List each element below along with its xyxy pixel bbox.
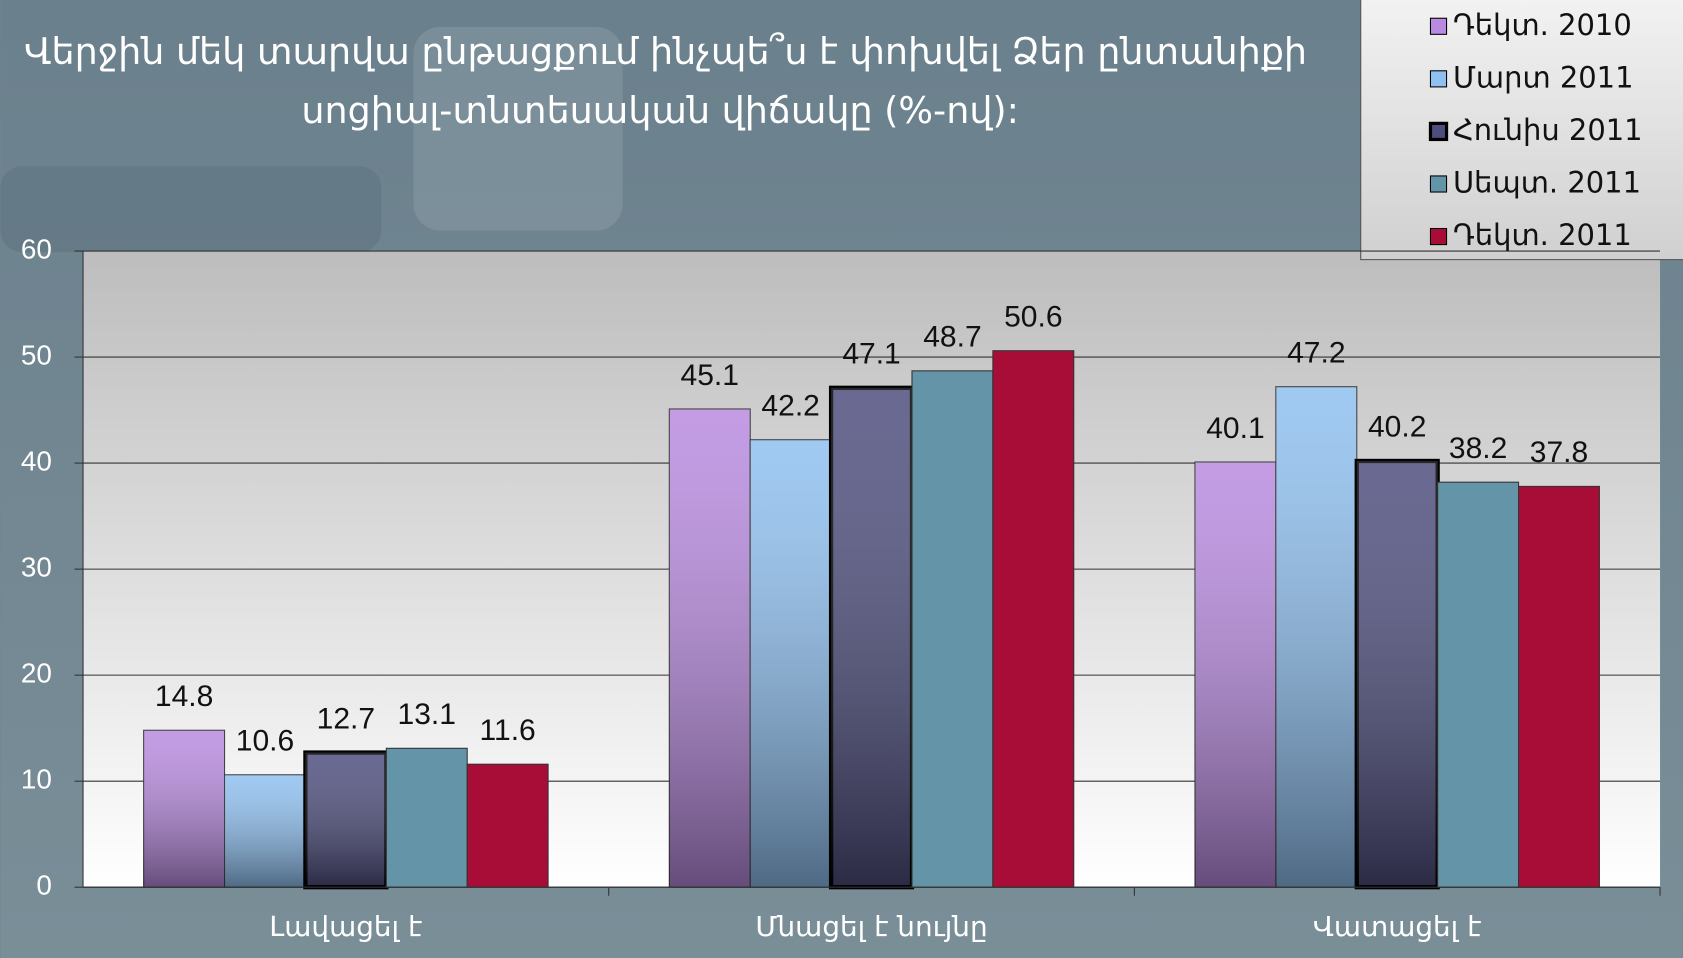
y-tick-label: 40 xyxy=(21,445,52,476)
bar xyxy=(466,763,549,888)
y-tick-label: 20 xyxy=(21,658,52,689)
legend-swatch xyxy=(1428,121,1449,142)
bar xyxy=(1354,458,1440,890)
bar xyxy=(1518,485,1600,888)
data-label: 45.1 xyxy=(681,359,739,392)
x-tick-label: Վատացել է xyxy=(1313,910,1482,943)
bar xyxy=(1437,481,1520,888)
bar xyxy=(224,774,306,888)
data-label: 37.8 xyxy=(1530,436,1588,469)
y-tick-label: 50 xyxy=(21,339,52,370)
bar xyxy=(668,408,751,888)
y-tick-label: 0 xyxy=(36,870,52,901)
legend-label: Դեկտ. 2011 xyxy=(1453,218,1632,252)
data-label: 40.1 xyxy=(1206,412,1264,445)
x-tick-label: Լավացել է xyxy=(269,910,422,943)
data-label: 50.6 xyxy=(1004,300,1062,333)
legend-label: Մարտ 2011 xyxy=(1453,60,1634,94)
bar xyxy=(749,439,832,888)
bar xyxy=(1194,461,1277,888)
data-label: 11.6 xyxy=(480,714,536,747)
bar xyxy=(303,750,389,890)
data-label: 12.7 xyxy=(317,702,375,735)
data-label: 10.6 xyxy=(236,725,294,758)
legend-swatch xyxy=(1429,227,1448,246)
decor xyxy=(413,26,623,231)
x-tick-label: Մնացել է նույնը xyxy=(755,910,987,943)
legend-label: Հունիս 2011 xyxy=(1453,113,1643,147)
bar xyxy=(911,370,994,888)
data-label: 48.7 xyxy=(923,321,981,354)
data-label: 47.1 xyxy=(842,338,900,371)
data-label: 40.2 xyxy=(1368,411,1426,444)
bar xyxy=(385,747,468,888)
legend-label: Սեպտ. 2011 xyxy=(1453,166,1641,200)
legend-label: Դեկտ. 2010 xyxy=(1453,8,1632,42)
bar xyxy=(143,729,226,888)
legend-box xyxy=(1360,0,1683,261)
bar xyxy=(828,385,915,890)
y-tick-label: 60 xyxy=(21,233,52,264)
chart-title: Վերջին մեկ տարվա ընթացքում ինչպե՞ս է փոխ… xyxy=(24,30,1307,73)
decor xyxy=(0,166,382,253)
data-label: 13.1 xyxy=(398,698,456,731)
legend-swatch xyxy=(1429,70,1448,88)
chart-title: սոցիալ-տնտեսական վիճակը (%-ով): xyxy=(301,89,1019,132)
bar xyxy=(1275,386,1358,888)
data-label: 38.2 xyxy=(1449,432,1507,465)
y-tick-label: 10 xyxy=(21,764,52,795)
legend-swatch xyxy=(1429,17,1448,35)
bar xyxy=(992,350,1075,888)
y-tick-label: 30 xyxy=(21,551,52,582)
data-label: 14.8 xyxy=(155,680,213,713)
legend-swatch xyxy=(1429,175,1448,193)
data-label: 42.2 xyxy=(761,390,819,423)
data-label: 47.2 xyxy=(1287,337,1345,370)
